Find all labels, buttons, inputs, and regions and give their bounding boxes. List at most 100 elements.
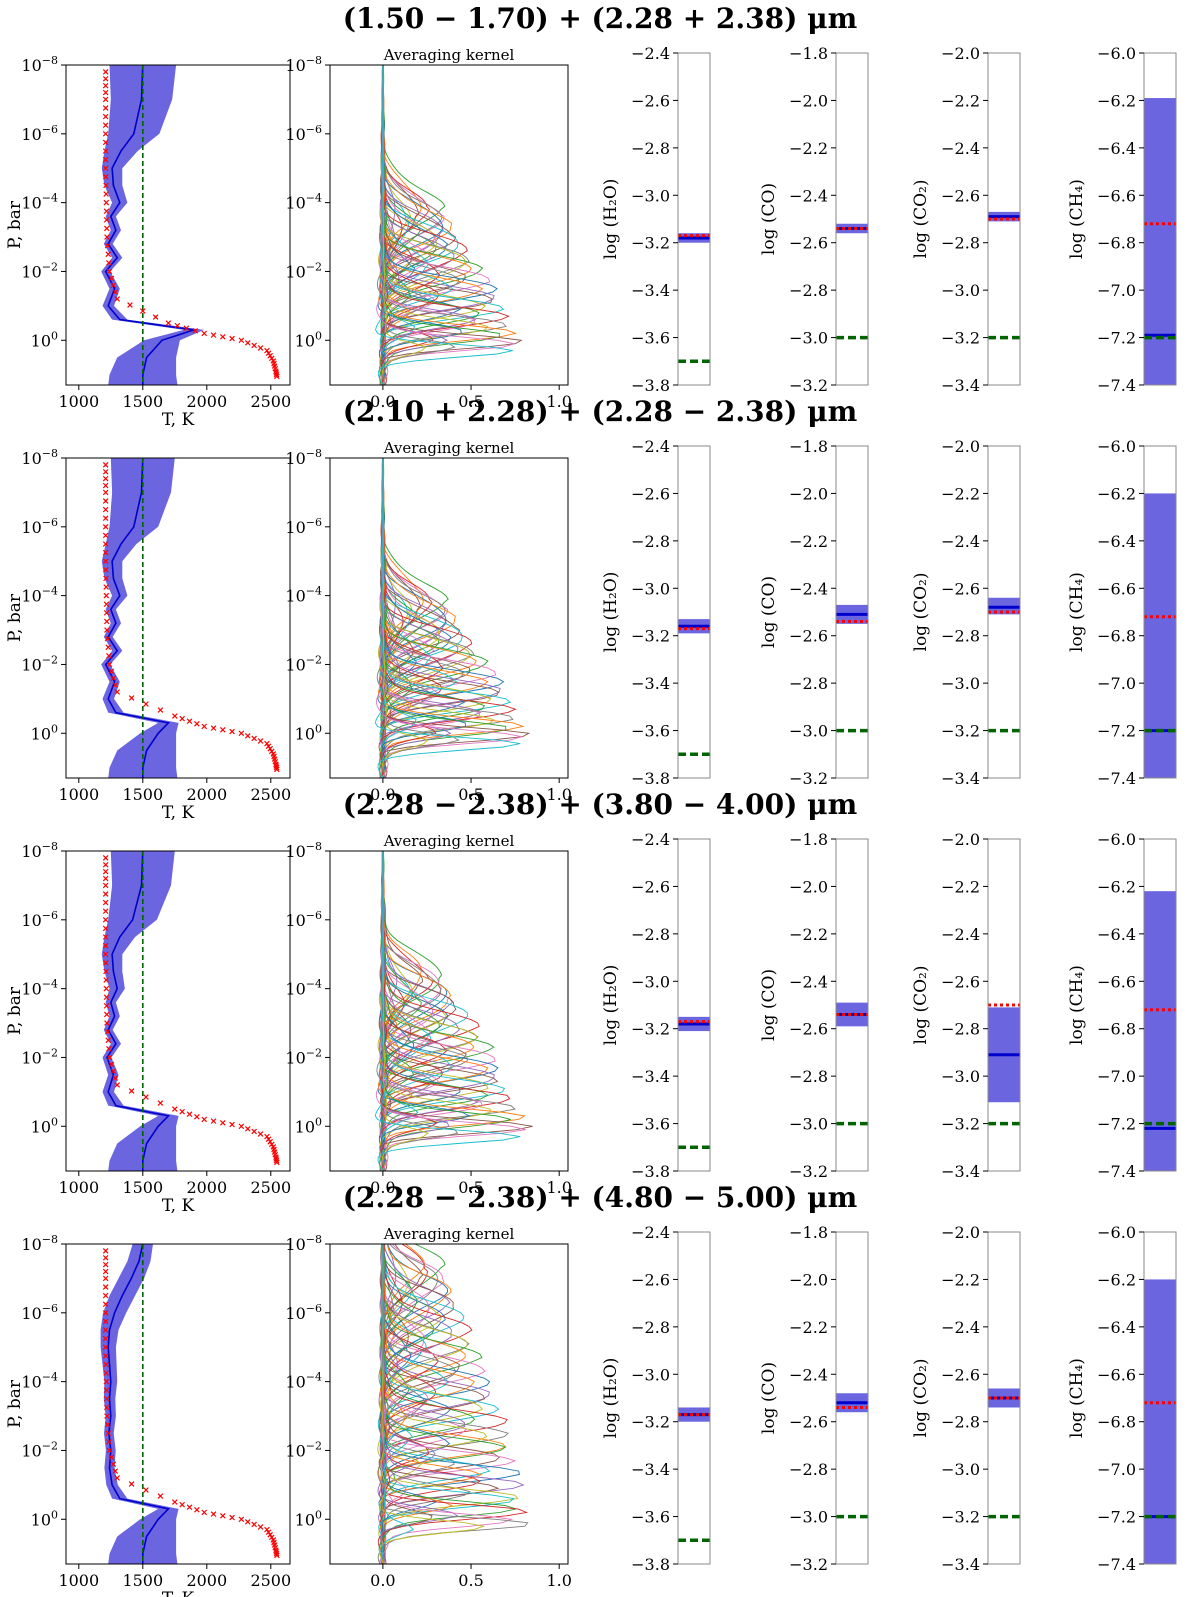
kernel-title: Averaging kernel [383,832,515,850]
species-frame [677,838,711,1172]
true-profile-marker [104,242,111,249]
true-profile-marker [210,1511,217,1517]
species-y-tick-label: −3.0 [941,674,980,693]
profile-y-tick-label: 10−8 [21,840,58,861]
true-profile-marker [102,523,109,530]
true-profile-marker [265,743,272,749]
averaging-kernel-plot: 0.0 0.5 1.0 10−8 10−6 10−4 10−2 100 Averaging ke… [285,1225,571,1590]
true-profile-marker [238,1516,245,1523]
kernel-y-tick-label: 10−6 [285,123,322,144]
averaging-kernel-plot: 0.0 0.5 1.0 10−8 10−6 10−4 10−2 100 Averaging ke… [285,832,571,1197]
true-profile-marker [103,601,110,608]
true-profile-marker [103,618,110,625]
species-y-tick-label: −3.4 [941,769,980,788]
species-y-tick-label: −3.0 [631,579,670,598]
kernel-curve [381,1244,415,1564]
species-y-label: log (H₂O) [601,572,621,653]
profile-y-tick-label: 10−4 [21,192,58,213]
species-frame [835,52,869,386]
true-profile-marker [102,1318,109,1325]
species-y-tick-label: −6.4 [1097,1318,1136,1337]
true-profile-marker [201,1116,208,1123]
species-y-tick-label: −6.8 [1097,1020,1136,1039]
true-profile-marker [103,977,109,983]
true-profile-marker [264,347,270,354]
species-y-tick-label: −2.6 [631,877,670,896]
true-profile-marker [102,506,109,513]
true-profile-marker [102,75,109,82]
species-y-tick-label: −6.4 [1097,532,1136,551]
species-y-tick-label: −3.2 [631,1020,670,1039]
row-title: (2.28 − 2.38) + (4.80 − 5.00) μm [343,1181,858,1214]
true-profile-marker [139,308,146,314]
kernel-curve [374,458,521,778]
uncertainty-band [101,65,205,385]
species-y-tick-label: −2.6 [789,234,828,253]
species-y-tick-label: −2.4 [941,139,980,158]
true-profile-marker [102,468,109,475]
profile-x-tick-label: 2500 [250,1178,291,1197]
species-y-tick-label: −2.0 [941,830,980,849]
profile-y-tick-label: 10−4 [21,1371,58,1392]
species-y-tick-label: −7.4 [1097,1555,1136,1574]
species-y-tick-label: −2.4 [789,972,828,991]
true-profile-marker [102,89,109,96]
kernel-y-tick-label: 100 [295,722,322,743]
profile-x-tick-label: 1500 [122,785,163,804]
true-profile-marker [265,350,272,356]
profile-y-tick-label: 10−4 [21,585,58,606]
true-profile-marker [114,689,121,695]
true-profile-marker [103,592,110,599]
profile-y-tick-label: 10−6 [21,909,58,930]
true-profile-marker [103,610,110,616]
true-profile-marker [110,1461,117,1468]
profile-x-label: T, K [162,410,195,430]
species-y-tick-label: −2.2 [789,1318,828,1337]
true-profile-marker [171,1106,178,1112]
species-y-tick-label: −2.2 [941,484,980,503]
species-column-2: −1.8 −2.0 −2.2 −2.4 −2.6 −2.8 −3.0 −3.2 log (CO) [759,1223,869,1574]
true-profile-marker [102,1268,109,1275]
species-y-tick-label: −3.2 [631,234,670,253]
species-frame [835,838,869,1172]
true-profile-marker [267,352,273,359]
species-y-tick-label: −2.4 [941,925,980,944]
true-profile-marker [194,1113,200,1120]
species-y-tick-label: −3.4 [631,1067,670,1086]
profile-y-label: P, bar [5,593,25,642]
profile-x-tick-label: 1000 [58,392,99,411]
species-y-tick-label: −6.6 [1097,186,1136,205]
species-y-tick-label: −3.2 [789,1162,828,1181]
true-profile-marker [268,1141,275,1148]
true-profile-marker [128,1481,135,1487]
profile-x-tick-label: 2000 [186,1571,227,1590]
retrieved-profile-line [104,65,195,385]
true-profile-marker [105,1430,112,1437]
true-profile-marker [268,748,275,755]
true-profile-marker [102,899,109,906]
species-y-tick-label: −2.2 [789,925,828,944]
species-y-tick-label: −2.4 [789,186,828,205]
true-profile-marker [251,735,257,742]
species-y-tick-label: −2.8 [631,532,670,551]
true-profile-marker [194,720,200,727]
true-profile-marker [267,1138,273,1145]
true-profile-marker [238,730,245,737]
true-profile-marker [114,1082,121,1088]
species-y-tick-label: −2.6 [789,627,828,646]
species-y-tick-label: −7.2 [1097,1115,1136,1134]
profile-y-tick-label: 10−6 [21,1302,58,1323]
true-profile-marker [102,541,109,547]
species-y-tick-label: −7.2 [1097,1508,1136,1527]
kernel-y-tick-label: 10−8 [285,1233,322,1254]
true-profile-marker [102,165,109,172]
species-y-tick-label: −2.8 [789,1460,828,1479]
profile-y-tick-label: 10−6 [21,123,58,144]
true-profile-marker [103,1003,110,1009]
true-profile-marker [103,584,109,590]
true-profile-marker [229,1121,235,1128]
true-profile-marker [102,482,109,489]
true-profile-marker [103,1378,110,1385]
species-y-tick-label: −3.2 [789,376,828,395]
species-y-tick-label: −3.0 [941,1067,980,1086]
